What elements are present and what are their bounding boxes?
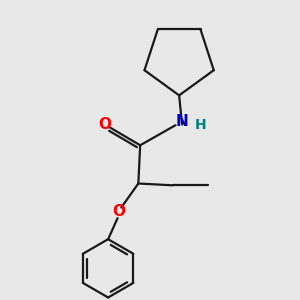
Text: H: H xyxy=(195,118,207,131)
Text: O: O xyxy=(98,117,111,132)
Text: N: N xyxy=(176,114,188,129)
Text: O: O xyxy=(112,204,125,219)
